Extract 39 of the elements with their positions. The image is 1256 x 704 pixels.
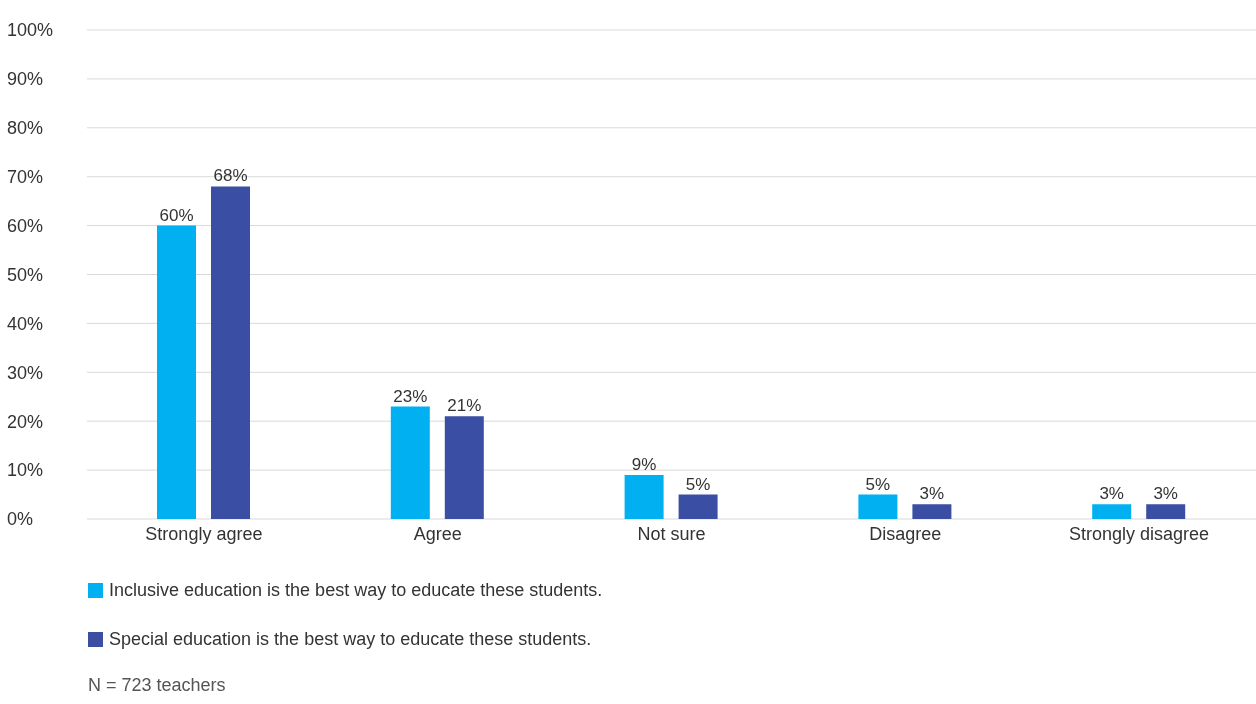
x-tick-label: Strongly agree (145, 523, 263, 544)
text: N = 723 teachers (88, 675, 227, 696)
legend-label: Inclusive education is the best way to educate these students. (109, 580, 603, 601)
x-tick-label: Agree (413, 523, 462, 544)
y-tick-label: 70% (7, 167, 44, 188)
y-tick-label: 40% (7, 313, 44, 334)
bar (624, 474, 664, 519)
y-tick-label: 30% (7, 362, 44, 383)
bar (211, 186, 250, 519)
data-label: 3% (1153, 484, 1178, 504)
y-tick-label: 50% (7, 264, 44, 285)
data-label: 3% (919, 484, 945, 504)
data-label: 60% (159, 205, 194, 225)
bar (444, 416, 484, 519)
y-tick-label: 90% (7, 69, 44, 90)
bar (678, 494, 718, 519)
x-tick-label: Disagree (869, 523, 942, 544)
legend-label: Special education is the best way to educate these students. (109, 629, 592, 650)
y-tick-label: 10% (7, 460, 44, 481)
data-label: 3% (1099, 484, 1124, 504)
x-tick-label: Not sure (637, 523, 706, 544)
y-tick-label: 80% (7, 118, 44, 139)
y-tick-label: 0% (7, 509, 34, 530)
data-label: 21% (447, 396, 482, 416)
bar (912, 504, 952, 519)
y-tick-label: 60% (7, 215, 44, 236)
bar (390, 406, 430, 519)
bar (1146, 504, 1186, 519)
data-label: 5% (865, 474, 891, 494)
data-label: 23% (393, 386, 428, 406)
bar (858, 494, 898, 519)
y-tick-label: 100% (7, 20, 54, 41)
data-label: 5% (685, 474, 711, 494)
y-tick-label: 20% (7, 411, 44, 432)
x-tick-label: Strongly disagree (1069, 523, 1210, 544)
bar (157, 225, 196, 519)
data-label: 68% (213, 166, 248, 186)
data-label: 9% (631, 454, 657, 474)
bar (1092, 504, 1132, 519)
